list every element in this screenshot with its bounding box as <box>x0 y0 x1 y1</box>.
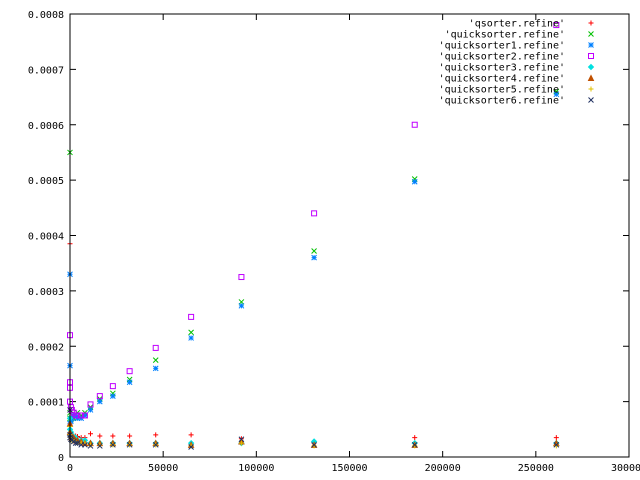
y-tick-label: 0 <box>58 453 64 464</box>
data-point <box>411 441 418 448</box>
legend-marker <box>588 97 594 103</box>
x-tick-label: 250000 <box>518 463 554 474</box>
data-point <box>126 441 133 448</box>
data-point <box>72 440 79 447</box>
legend-marker <box>588 20 594 26</box>
data-point <box>238 440 244 446</box>
data-point <box>311 254 317 261</box>
data-point <box>82 441 88 448</box>
data-point <box>188 329 194 336</box>
legend-marker <box>588 31 594 37</box>
data-point <box>87 401 94 408</box>
data-point <box>553 22 560 29</box>
data-point <box>110 441 116 448</box>
x-tick-label: 0 <box>67 463 73 474</box>
data-point <box>87 407 94 413</box>
data-point <box>152 357 159 363</box>
data-point <box>152 441 159 448</box>
data-point <box>110 433 116 439</box>
legend-label: 'quicksorter.refine' <box>445 30 565 41</box>
data-point <box>411 121 418 128</box>
data-point <box>153 432 159 438</box>
data-point <box>553 435 559 441</box>
y-tick-label: 0.0006 <box>28 121 64 132</box>
y-tick-label: 0.0004 <box>28 232 64 243</box>
data-point <box>109 383 116 390</box>
plot-frame <box>69 13 630 458</box>
series-8-points <box>67 407 560 450</box>
y-tick-label: 0.0007 <box>28 65 64 76</box>
y-tick-label: 0.0003 <box>28 287 64 298</box>
data-point <box>188 432 194 438</box>
data-point <box>87 431 93 437</box>
data-point <box>188 313 195 320</box>
legend-marker <box>587 74 595 81</box>
data-point <box>152 344 159 351</box>
data-point <box>188 444 194 450</box>
data-point <box>74 412 81 419</box>
data-point <box>87 443 94 449</box>
y-tick-label: 0.0002 <box>28 342 64 353</box>
legend-marker <box>588 42 594 48</box>
data-point <box>411 178 418 185</box>
legend-marker <box>588 53 594 59</box>
data-point <box>96 393 103 400</box>
data-point <box>152 365 159 372</box>
data-point <box>78 412 85 419</box>
legend-label: 'quicksorter6.refine' <box>439 96 565 107</box>
x-tick-label: 100000 <box>238 463 274 474</box>
data-point <box>553 441 560 448</box>
data-point <box>96 443 103 449</box>
legend-label: 'quicksorter2.refine' <box>439 52 565 63</box>
data-point <box>238 436 245 443</box>
data-point <box>311 441 317 448</box>
legend-label: 'qsorter.refine' <box>469 19 565 30</box>
y-tick-label: 0.0001 <box>28 398 64 409</box>
x-tick-label: 50000 <box>148 463 178 474</box>
data-point <box>126 379 133 386</box>
data-point <box>74 440 81 447</box>
x-tick-label: 150000 <box>331 463 367 474</box>
legend-label: 'quicksorter1.refine' <box>439 41 565 52</box>
legend-label: 'quicksorter4.refine' <box>439 74 565 85</box>
data-point <box>412 435 418 441</box>
legend: 'qsorter.refine''quicksorter.refine''qui… <box>439 19 595 107</box>
y-tick-label: 0.0005 <box>28 176 64 187</box>
data-point <box>126 368 133 375</box>
legend-label: 'quicksorter5.refine' <box>439 85 565 96</box>
legend-label: 'quicksorter3.refine' <box>439 63 565 74</box>
legend-marker <box>588 86 594 92</box>
x-tick-label: 200000 <box>425 463 461 474</box>
data-point <box>68 418 74 424</box>
data-point <box>188 335 194 341</box>
data-point <box>82 412 88 419</box>
x-tick-label: 300000 <box>611 463 640 474</box>
data-point <box>553 91 560 98</box>
data-point <box>96 398 103 405</box>
y-tick-label: 0.0008 <box>28 10 64 21</box>
legend-marker <box>587 63 595 71</box>
data-point <box>97 433 103 439</box>
data-point <box>238 274 245 281</box>
data-point <box>311 210 318 217</box>
data-point <box>110 393 116 399</box>
data-point <box>311 248 317 254</box>
data-point <box>127 433 133 439</box>
data-point <box>238 302 245 309</box>
data-point <box>81 412 88 419</box>
